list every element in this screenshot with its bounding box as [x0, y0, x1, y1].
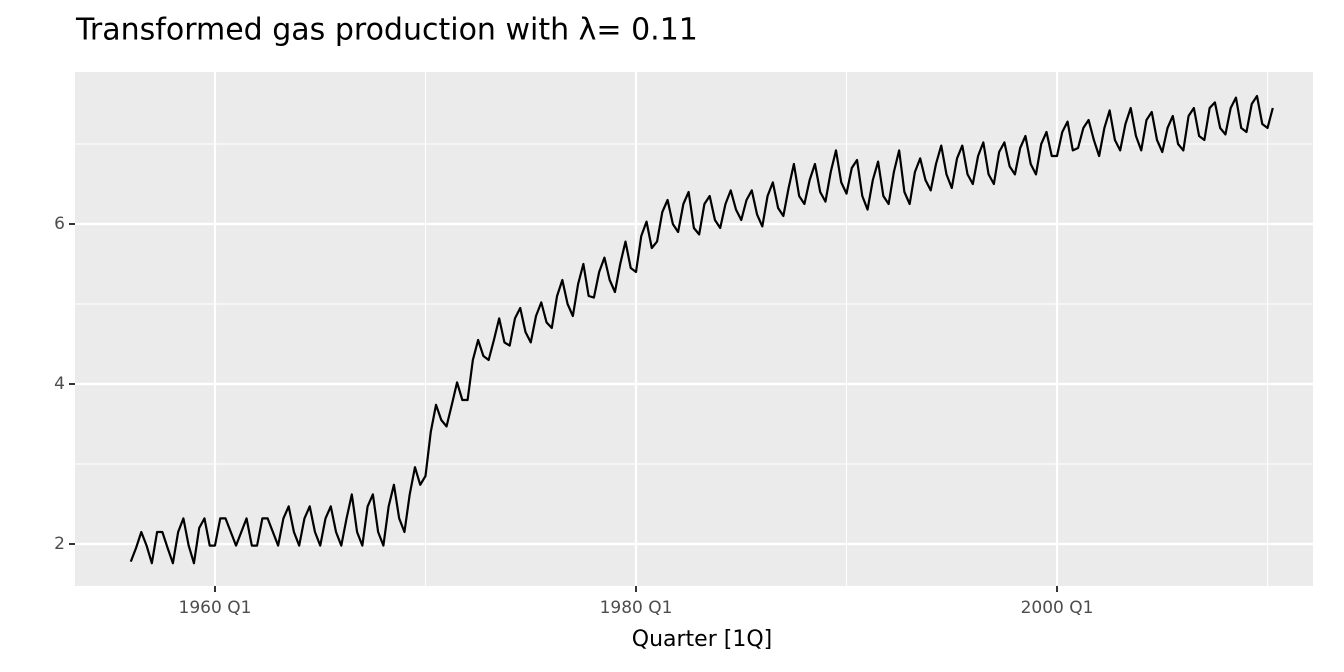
y-tick-label: 4: [54, 374, 65, 394]
x-tick-label: 1980 Q1: [600, 598, 673, 618]
panel: [75, 72, 1313, 586]
y-tick-label: 6: [54, 214, 65, 234]
x-tick-label: 2000 Q1: [1021, 598, 1094, 618]
y-tick-label: 2: [54, 534, 65, 554]
chart-title: Transformed gas production with λ= 0.11: [75, 13, 698, 48]
line: [129, 94, 1274, 565]
x-axis-title: Quarter [1Q]: [632, 627, 772, 652]
grid: [75, 72, 1313, 586]
marks: [129, 94, 1274, 565]
x-tick-label: 1960 Q1: [179, 598, 252, 618]
